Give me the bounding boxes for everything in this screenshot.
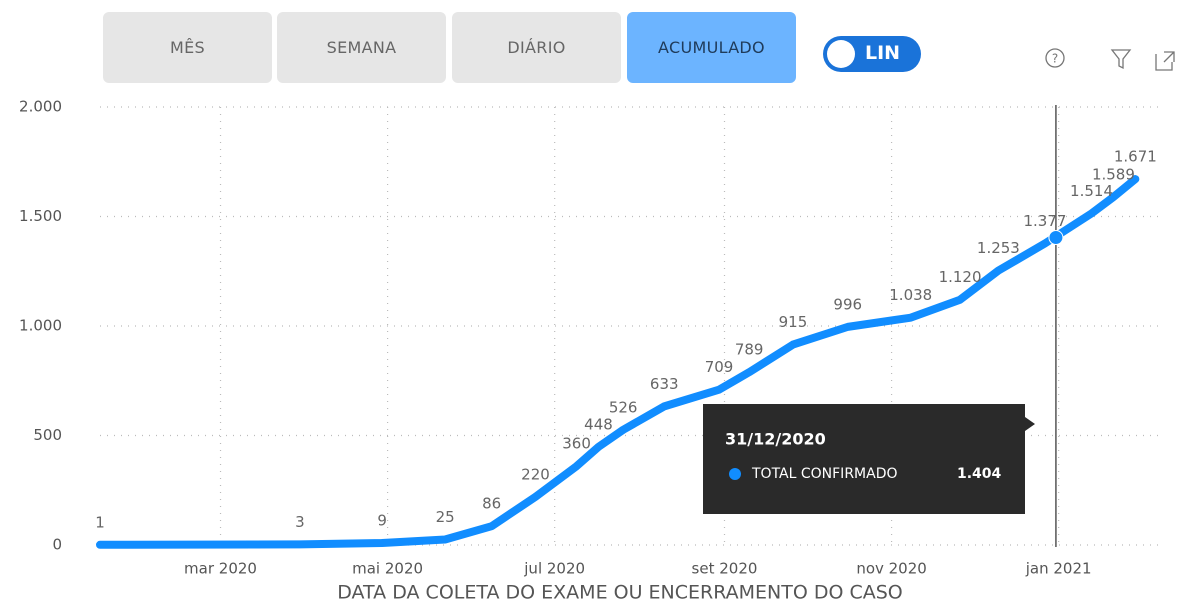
y-tick-label: 2.000 xyxy=(19,98,62,116)
data-label: 1 xyxy=(95,513,105,531)
line xyxy=(96,175,1140,549)
x-tick-label: set 2020 xyxy=(692,560,758,578)
y-tick-label: 1.500 xyxy=(19,207,62,225)
x-tick-label: nov 2020 xyxy=(856,560,927,578)
data-label: 86 xyxy=(482,495,501,513)
data-label: 360 xyxy=(562,435,591,453)
x-tick-label: jan 2021 xyxy=(1025,560,1092,578)
y-tick-label: 500 xyxy=(33,426,62,444)
hover-point xyxy=(1048,230,1064,246)
tooltip-series: TOTAL CONFIRMADO xyxy=(751,466,898,482)
data-label: 1.038 xyxy=(889,286,932,304)
view-button[interactable]: MÊS xyxy=(103,12,272,83)
data-label: 25 xyxy=(436,508,455,526)
tooltip-legend-dot xyxy=(729,468,741,480)
filter-icon[interactable] xyxy=(1110,49,1132,70)
data-label: 1.377 xyxy=(1023,212,1066,230)
scale-toggle[interactable]: LIN xyxy=(823,36,921,72)
y-tick-label: 1.000 xyxy=(19,317,62,335)
svg-text:?: ? xyxy=(1052,52,1058,66)
x-axis-title: DATA DA COLETA DO EXAME OU ENCERRAMENTO … xyxy=(337,582,903,604)
data-label: 1.120 xyxy=(939,268,982,286)
data-label: 1.671 xyxy=(1114,148,1157,166)
data-label: 915 xyxy=(779,313,808,331)
data-label: 789 xyxy=(735,341,764,359)
x-tick-label: mai 2020 xyxy=(352,560,423,578)
data-label: 996 xyxy=(833,295,862,313)
tooltip-value: 1.404 xyxy=(957,466,1002,482)
data-label: 709 xyxy=(705,358,734,376)
focus-icon[interactable] xyxy=(1155,51,1175,71)
y-tick-label: 0 xyxy=(52,536,62,554)
tooltip-box xyxy=(703,404,1035,514)
x-tick-label: jul 2020 xyxy=(523,560,585,578)
data-label: 633 xyxy=(650,375,679,393)
view-button[interactable]: SEMANA xyxy=(277,12,446,83)
view-button[interactable]: DIÁRIO xyxy=(452,12,621,83)
tooltip: 31/12/2020 TOTAL CONFIRMADO 1.404 xyxy=(703,404,1035,514)
data-label: 448 xyxy=(584,415,613,433)
data-label: 1.514 xyxy=(1070,182,1113,200)
tooltip-date: 31/12/2020 xyxy=(725,430,826,449)
toggle-knob xyxy=(827,40,855,68)
toggle-label: LIN xyxy=(865,42,901,64)
data-label: 1.253 xyxy=(977,239,1020,257)
data-label: 220 xyxy=(521,465,550,483)
view-button[interactable]: ACUMULADO xyxy=(627,12,796,83)
data-label: 1.589 xyxy=(1092,166,1135,184)
x-tick-label: mar 2020 xyxy=(184,560,257,578)
data-label: 3 xyxy=(295,513,305,531)
data-label: 526 xyxy=(609,398,638,416)
data-label: 9 xyxy=(377,512,387,530)
help-icon[interactable]: ? xyxy=(1045,48,1065,68)
